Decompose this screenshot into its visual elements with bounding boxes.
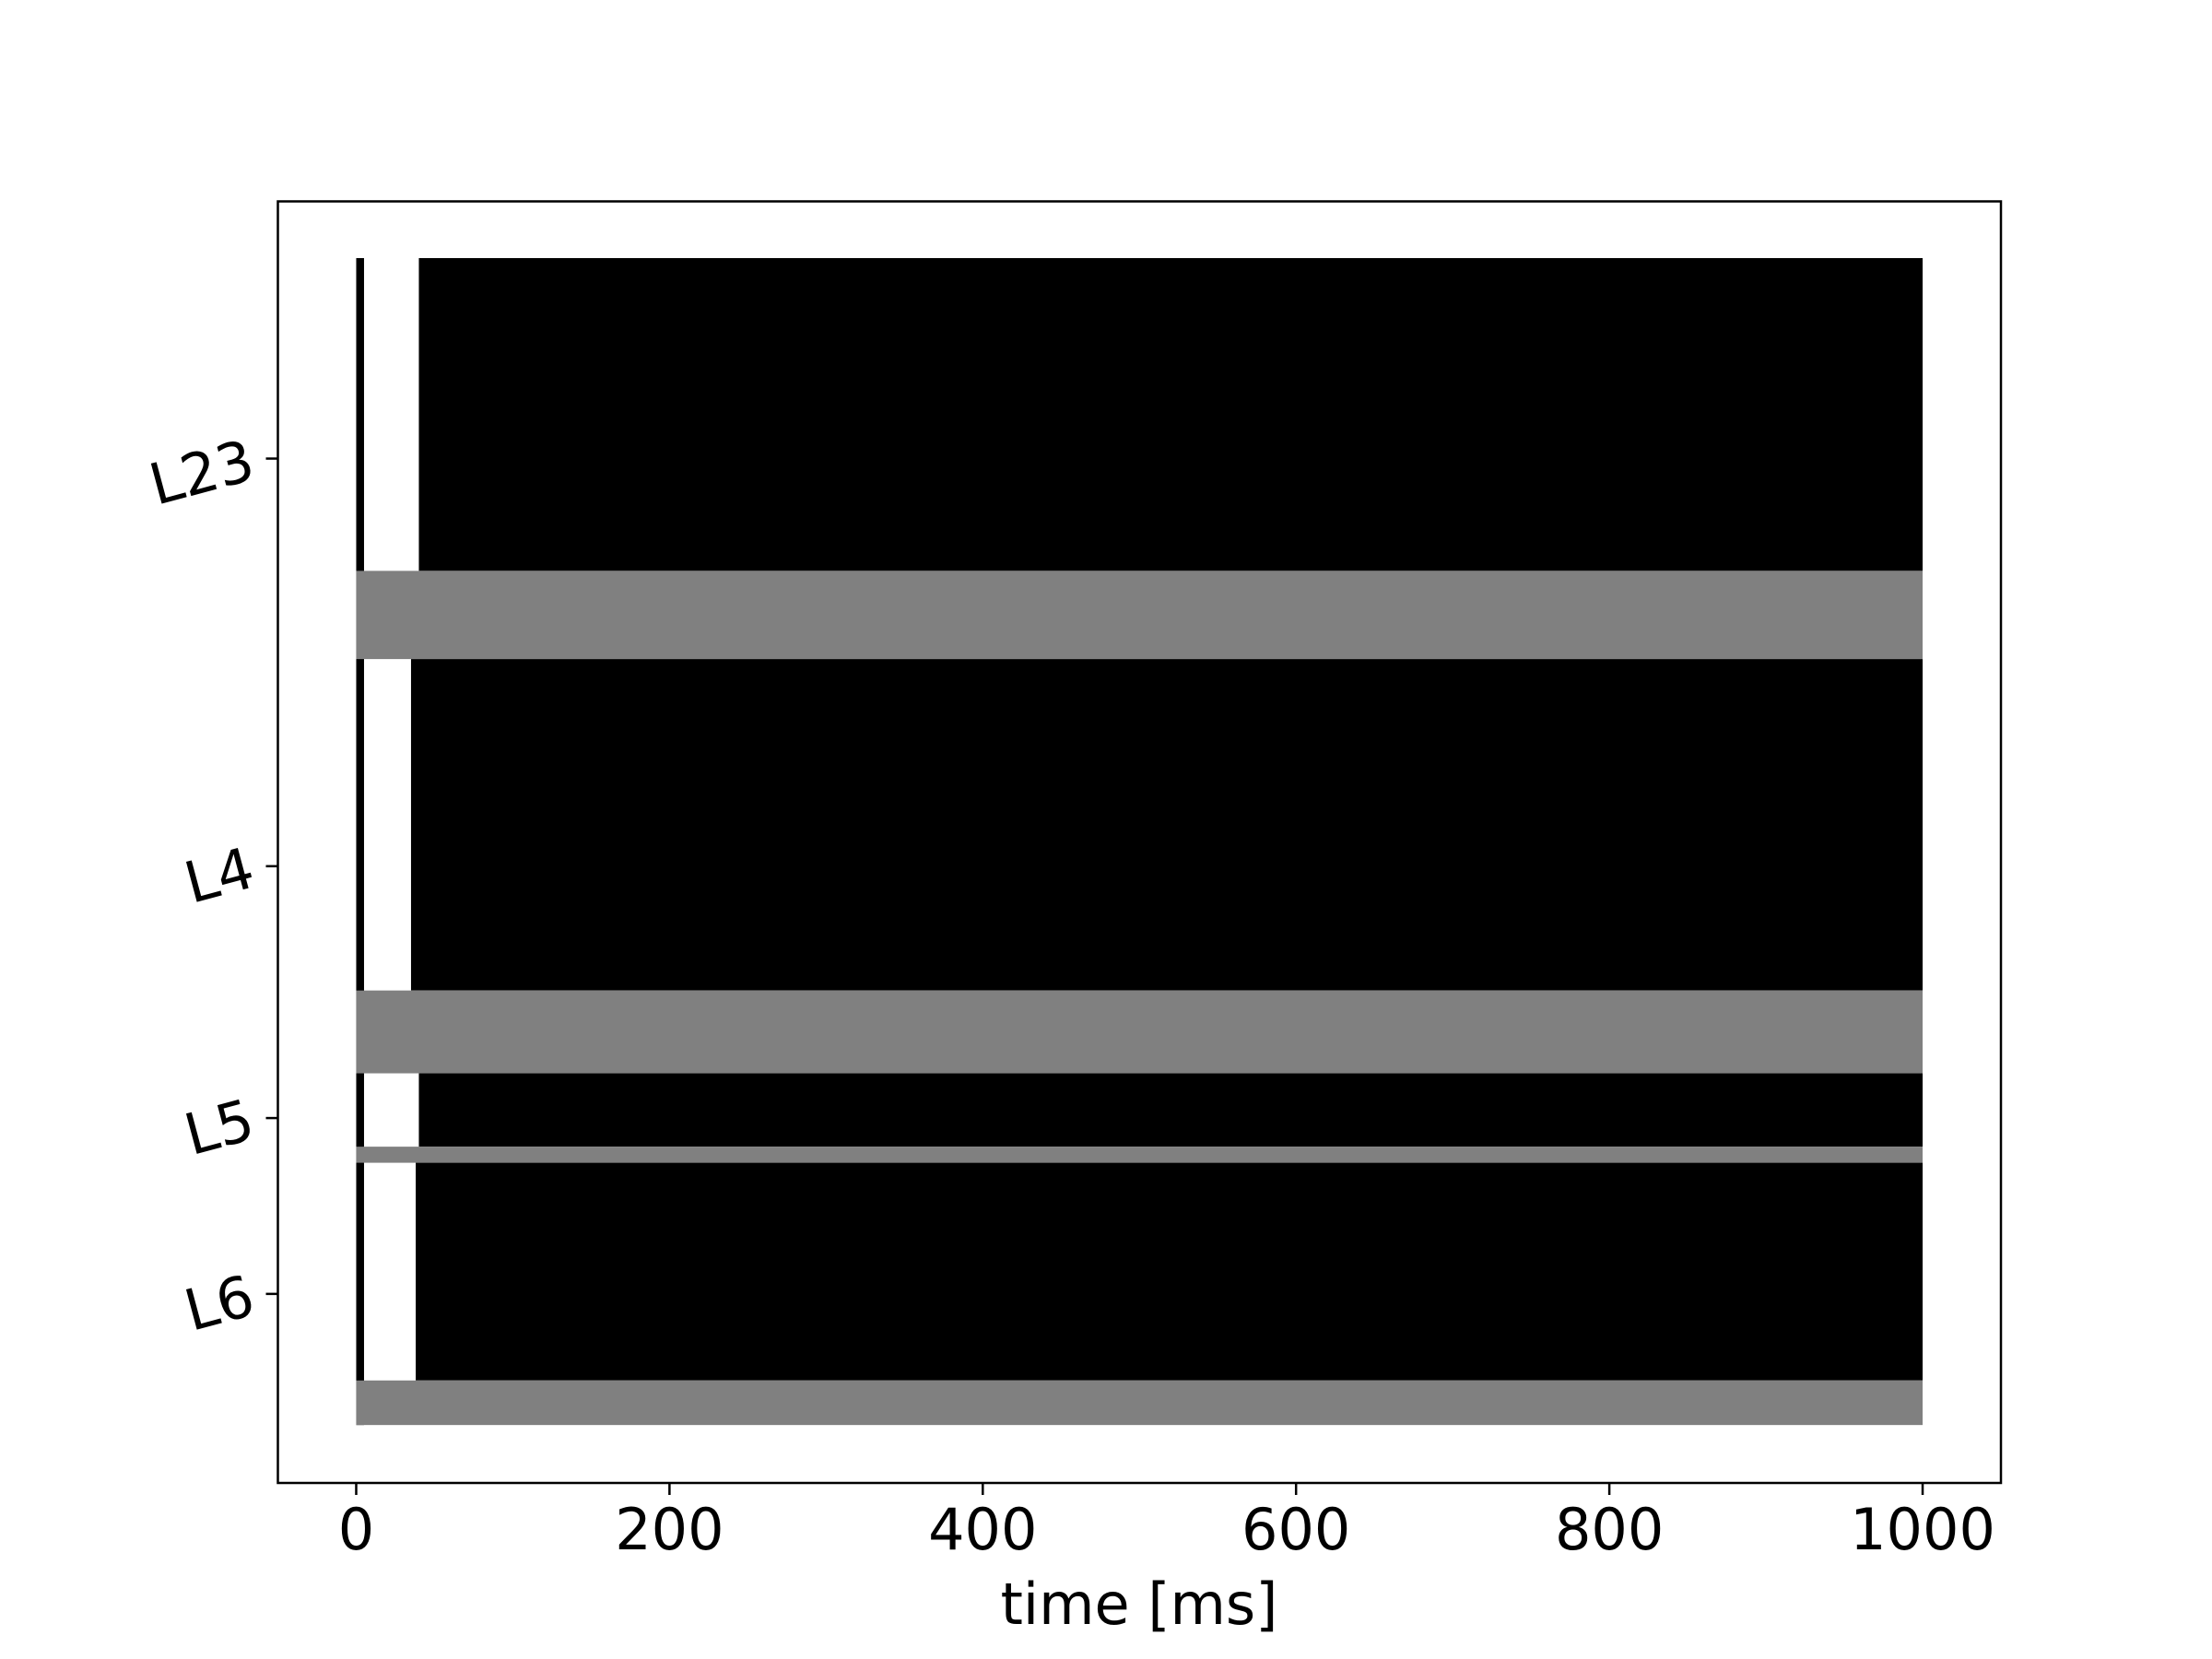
x-tick-label: 0 (338, 1496, 374, 1563)
spike-block (356, 571, 1924, 660)
y-tick-label: L5 (178, 1086, 261, 1169)
spike-block (418, 258, 1924, 571)
x-tick-label: 200 (615, 1496, 724, 1563)
y-tick-label: L4 (178, 834, 261, 917)
spike-block (356, 990, 1924, 1074)
spike-block (416, 1162, 1924, 1381)
plot-frame (276, 200, 2003, 1485)
spike-block (418, 1073, 1924, 1147)
x-axis-label: time [ms] (1001, 1571, 1278, 1638)
y-tick-label: L6 (178, 1262, 261, 1345)
x-tick-label: 1000 (1850, 1496, 1995, 1563)
x-tick-label: 800 (1555, 1496, 1664, 1563)
spike-block (356, 1147, 1924, 1163)
spike-block (356, 258, 364, 1426)
spike-block (410, 659, 1924, 991)
y-tick-label: L23 (143, 427, 261, 519)
spike-block (356, 1380, 1924, 1426)
x-tick-label: 400 (928, 1496, 1037, 1563)
x-tick-label: 600 (1241, 1496, 1350, 1563)
